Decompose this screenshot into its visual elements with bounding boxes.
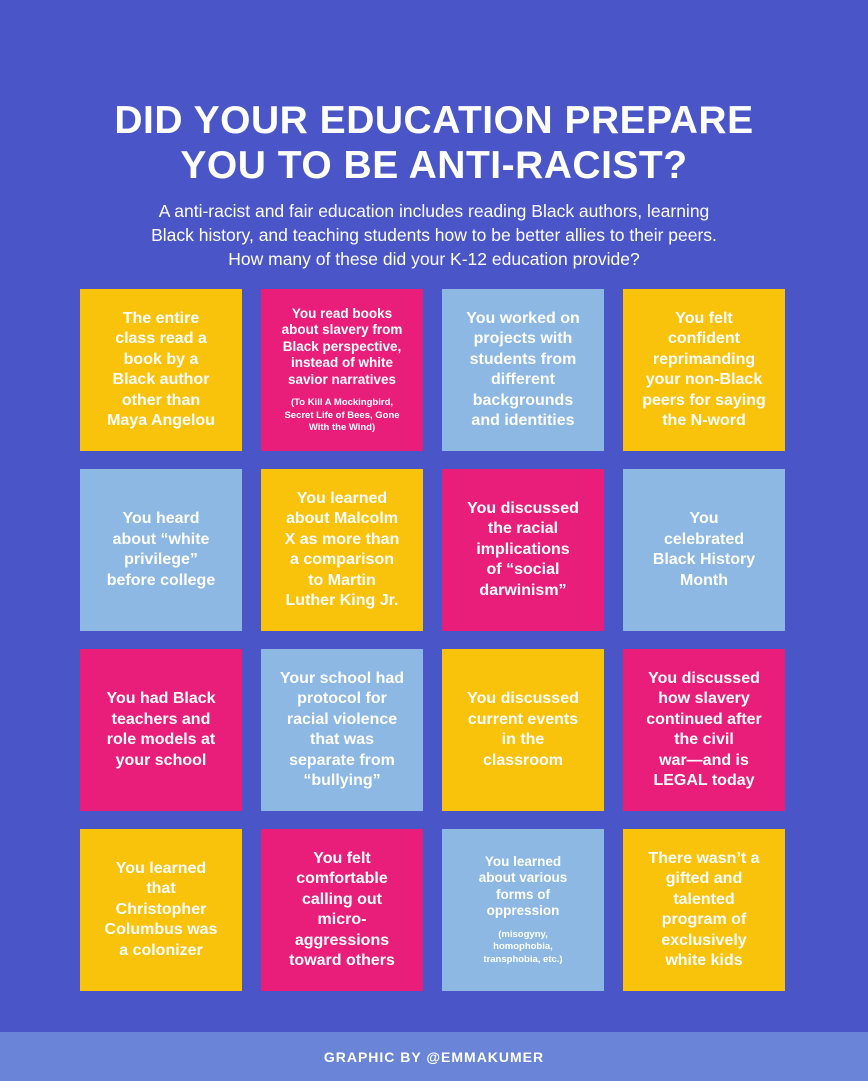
page-subtitle: A anti-racist and fair education include… [151, 200, 717, 269]
grid-cell-note: (misogyny, homophobia, transphobia, etc.… [483, 928, 563, 965]
footer-credit: GRAPHIC BY @EMMAKUMER [323, 1048, 545, 1065]
grid-cell-microaggressions: You felt comfortable calling out micro- … [261, 829, 423, 991]
grid-cell-malcolm-x: You learned about Malcolm X as more than… [261, 469, 423, 631]
grid-cell-text: You felt comfortable calling out micro- … [289, 849, 395, 970]
grid-cell-text: There wasn’t a gifted and talented progr… [648, 849, 760, 970]
grid-cell-reprimand-peers: You felt confident reprimanding your non… [623, 289, 785, 451]
bingo-grid: The entire class read a book by a Black … [80, 289, 785, 991]
grid-cell-black-author: The entire class read a book by a Black … [80, 289, 242, 451]
grid-cell-note: (To Kill A Mockingbird, Secret Life of B… [284, 397, 400, 433]
grid-cell-black-teachers: You had Black teachers and role models a… [80, 649, 242, 811]
grid-cell-text: The entire class read a book by a Black … [107, 309, 215, 430]
grid-cell-text: You felt confident reprimanding your non… [642, 309, 766, 430]
grid-cell-social-darwinism: You discussed the racial implications of… [442, 469, 604, 631]
grid-cell-slavery-books: You read books about slavery from Black … [261, 289, 423, 451]
footer-band: GRAPHIC BY @EMMAKUMER [0, 1032, 868, 1081]
grid-cell-racial-violence-protocol: Your school had protocol for racial viol… [261, 649, 423, 811]
grid-cell-slavery-continued: You discussed how slavery continued afte… [623, 649, 785, 811]
grid-cell-columbus: You learned that Christopher Columbus wa… [80, 829, 242, 991]
grid-cell-text: You learned that Christopher Columbus wa… [104, 859, 218, 959]
page-title: DID YOUR EDUCATION PREPARE YOU TO BE ANT… [114, 99, 754, 188]
grid-cell-text: You discussed current events in the clas… [467, 690, 579, 769]
grid-cell-text: You celebrated Black History Month [652, 510, 756, 589]
grid-cell-text: You read books about slavery from Black … [281, 305, 403, 387]
grid-cell-text: You had Black teachers and role models a… [106, 690, 216, 769]
grid-cell-black-history-month: You celebrated Black History Month [623, 469, 785, 631]
grid-cell-text: You heard about “white privilege” before… [106, 510, 216, 589]
grid-cell-forms-of-oppression: You learned about various forms of oppre… [442, 829, 604, 991]
grid-cell-diverse-projects: You worked on projects with students fro… [442, 289, 604, 451]
grid-cell-white-privilege: You heard about “white privilege” before… [80, 469, 242, 631]
grid-cell-text: You learned about various forms of oppre… [478, 853, 568, 919]
grid-cell-text: You discussed the racial implications of… [467, 499, 579, 599]
grid-cell-text: You learned about Malcolm X as more than… [284, 489, 400, 610]
grid-cell-current-events: You discussed current events in the clas… [442, 649, 604, 811]
grid-cell-gifted-program: There wasn’t a gifted and talented progr… [623, 829, 785, 991]
grid-cell-text: You worked on projects with students fro… [466, 309, 580, 430]
grid-cell-text: Your school had protocol for racial viol… [279, 669, 405, 790]
grid-cell-text: You discussed how slavery continued afte… [646, 669, 762, 790]
